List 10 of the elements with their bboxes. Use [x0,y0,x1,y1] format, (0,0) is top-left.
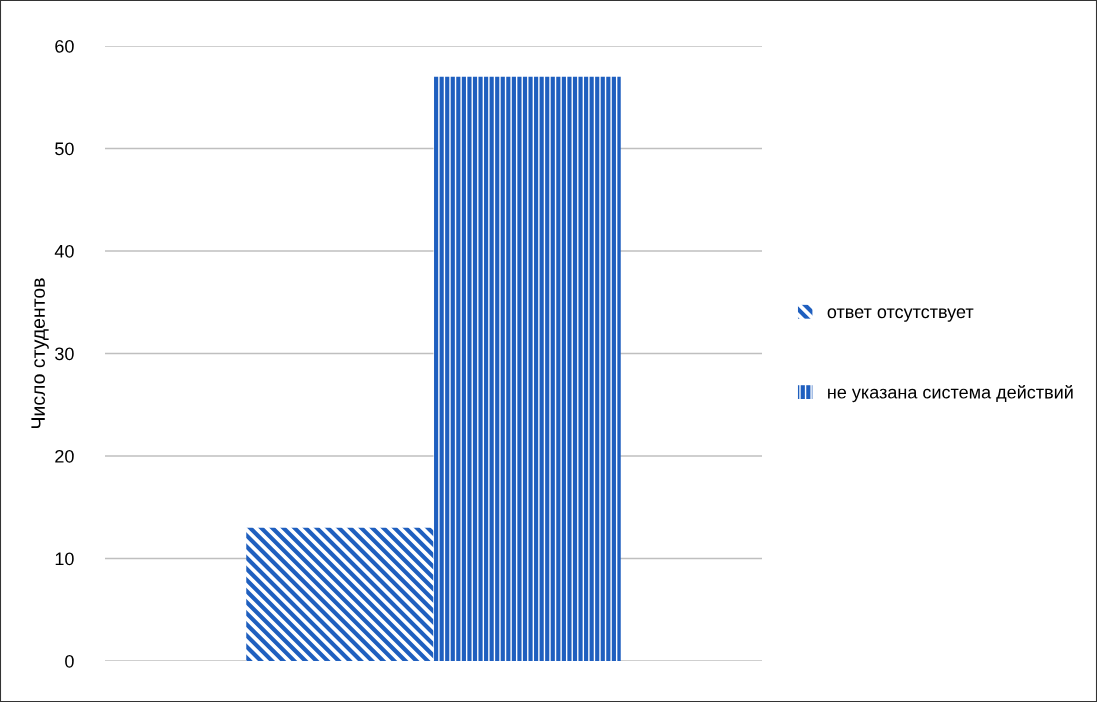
y-tick-label: 20 [55,449,74,463]
y-tick-label: 0 [65,654,74,668]
y-tick-label: 10 [55,552,74,566]
y-tick-label: 30 [55,347,74,361]
y-tick-label: 50 [55,142,74,156]
y-tick-label: 40 [54,244,74,258]
y-tick-label: 60 [55,39,74,53]
legend-label: ответ отсутствует [827,308,974,322]
legend-label: не указана система действий [828,384,1073,403]
y-axis-title: Число студентов [31,278,49,428]
